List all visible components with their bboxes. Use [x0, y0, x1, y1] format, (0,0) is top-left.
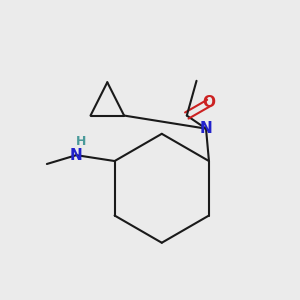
- Text: O: O: [202, 95, 215, 110]
- Text: H: H: [76, 135, 86, 148]
- Text: N: N: [200, 121, 212, 136]
- Text: N: N: [70, 148, 83, 163]
